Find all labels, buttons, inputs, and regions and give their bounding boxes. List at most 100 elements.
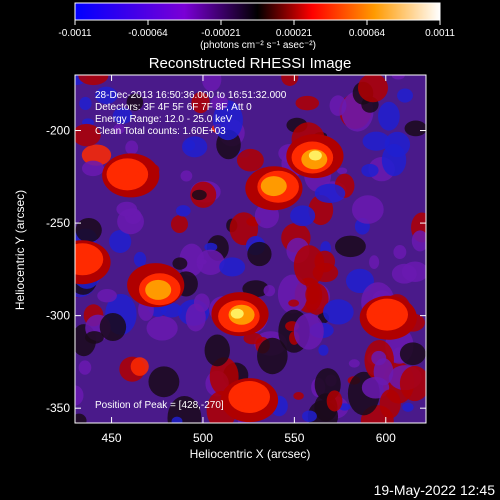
colorbar-ticks: -0.0011 -0.00064 -0.00021 0.00021 0.00064 0.0… bbox=[58, 20, 455, 39]
annotation-line: Energy Range: 12.0 - 25.0 keV bbox=[95, 114, 233, 125]
x-tick-label: 450 bbox=[102, 431, 122, 445]
emission-cell bbox=[126, 93, 144, 111]
emission-cell bbox=[378, 101, 400, 131]
x-tick-label: 550 bbox=[284, 431, 304, 445]
emission-cell bbox=[210, 95, 229, 111]
emission-layer bbox=[75, 75, 426, 423]
emission-cell bbox=[146, 315, 178, 341]
emission-cell bbox=[277, 274, 308, 314]
emission-cell bbox=[75, 123, 101, 147]
emission-cell bbox=[393, 245, 407, 260]
emission-cell bbox=[191, 91, 210, 114]
colorbar bbox=[74, 2, 441, 21]
emission-cell bbox=[172, 257, 188, 270]
emission-cell bbox=[113, 123, 125, 134]
emission-cell bbox=[204, 242, 218, 252]
emission-cell bbox=[329, 95, 347, 116]
y-axis: -200 -250 -300 -350 bbox=[46, 124, 426, 415]
emission-cell bbox=[399, 342, 426, 366]
emission-cell bbox=[379, 389, 401, 419]
x-axis-label: Heliocentric X (arcsec) bbox=[190, 447, 311, 461]
emission-cell bbox=[361, 163, 379, 178]
emission-cell bbox=[175, 205, 191, 217]
emission-cell bbox=[236, 148, 264, 172]
colorbar-tick-label: -0.00021 bbox=[201, 28, 241, 39]
render-timestamp: 19-May-2022 12:45 bbox=[374, 482, 496, 498]
emission-cell bbox=[130, 357, 149, 376]
emission-cell bbox=[335, 235, 366, 258]
emission-cell bbox=[397, 88, 413, 103]
emission-cell bbox=[305, 285, 320, 305]
bright-source bbox=[79, 252, 93, 263]
emission-cell bbox=[263, 284, 276, 297]
emission-cell bbox=[79, 96, 92, 111]
emission-cell bbox=[85, 331, 104, 344]
emission-cell bbox=[293, 245, 325, 287]
emission-cell bbox=[196, 258, 207, 265]
emission-cell bbox=[290, 205, 316, 227]
emission-cell bbox=[314, 183, 346, 204]
emission-cell bbox=[160, 302, 183, 318]
bright-source bbox=[308, 150, 322, 161]
emission-cell bbox=[181, 136, 208, 158]
emission-cell bbox=[125, 140, 139, 155]
plot-image bbox=[75, 75, 426, 423]
x-axis: 450 500 550 600 bbox=[102, 75, 396, 445]
colorbar-tick-label: 0.00064 bbox=[349, 28, 386, 39]
emission-cell bbox=[362, 131, 390, 151]
emission-cell bbox=[193, 293, 210, 313]
emission-cell bbox=[404, 120, 426, 137]
emission-cell bbox=[75, 413, 87, 423]
bright-source bbox=[240, 393, 254, 404]
colorbar-tick-label: -0.0011 bbox=[58, 28, 92, 39]
emission-cell bbox=[170, 215, 189, 234]
emission-cell bbox=[204, 334, 230, 367]
chart-title: Reconstructed RHESSI Image bbox=[149, 55, 352, 72]
emission-cell bbox=[242, 280, 269, 298]
emission-cell bbox=[293, 391, 304, 400]
colorbar-tick-label: -0.00064 bbox=[128, 28, 168, 39]
emission-cell bbox=[191, 189, 207, 201]
emission-cell bbox=[322, 299, 354, 325]
emission-cell bbox=[348, 359, 360, 368]
emission-cell bbox=[391, 263, 417, 284]
emission-cell bbox=[201, 75, 222, 92]
emission-cell bbox=[75, 217, 102, 243]
x-tick-label: 600 bbox=[376, 431, 396, 445]
bright-source bbox=[124, 173, 138, 184]
emission-cell bbox=[318, 344, 329, 356]
emission-cell bbox=[288, 299, 300, 307]
emission-cell bbox=[133, 251, 147, 267]
emission-cell bbox=[97, 289, 117, 303]
emission-cell bbox=[381, 143, 407, 177]
emission-cell bbox=[148, 366, 180, 398]
emission-cell bbox=[411, 230, 426, 252]
emission-cell bbox=[295, 95, 320, 111]
emission-cell bbox=[369, 255, 380, 270]
emission-cell bbox=[196, 249, 225, 276]
emission-cell bbox=[99, 312, 127, 342]
emission-cell bbox=[171, 416, 183, 423]
emission-cell bbox=[180, 170, 193, 182]
emission-cell bbox=[302, 410, 317, 422]
annotation-block: 28-Dec-2013 16:50:36.000 to 16:51:32.000… bbox=[95, 90, 287, 137]
emission-cell bbox=[81, 160, 105, 177]
colorbar-tick-label: 0.0011 bbox=[425, 28, 455, 39]
emission-cell bbox=[81, 144, 112, 166]
emission-cell bbox=[357, 75, 388, 103]
emission-cell bbox=[402, 402, 414, 412]
emission-cell bbox=[391, 75, 405, 80]
emission-cell bbox=[212, 100, 243, 141]
bright-source bbox=[230, 308, 244, 319]
emission-cell bbox=[116, 201, 138, 217]
emission-cell bbox=[293, 313, 324, 350]
annotation-line: 28-Dec-2013 16:50:36.000 to 16:51:32.000 bbox=[95, 90, 287, 101]
emission-cell bbox=[109, 230, 132, 253]
emission-cell bbox=[399, 365, 426, 402]
emission-cell bbox=[337, 167, 348, 175]
annotation-line: Clean Total counts: 1.60E+03 bbox=[95, 126, 226, 137]
emission-cell bbox=[247, 241, 272, 267]
bright-source bbox=[269, 182, 283, 193]
emission-cell bbox=[112, 107, 133, 124]
